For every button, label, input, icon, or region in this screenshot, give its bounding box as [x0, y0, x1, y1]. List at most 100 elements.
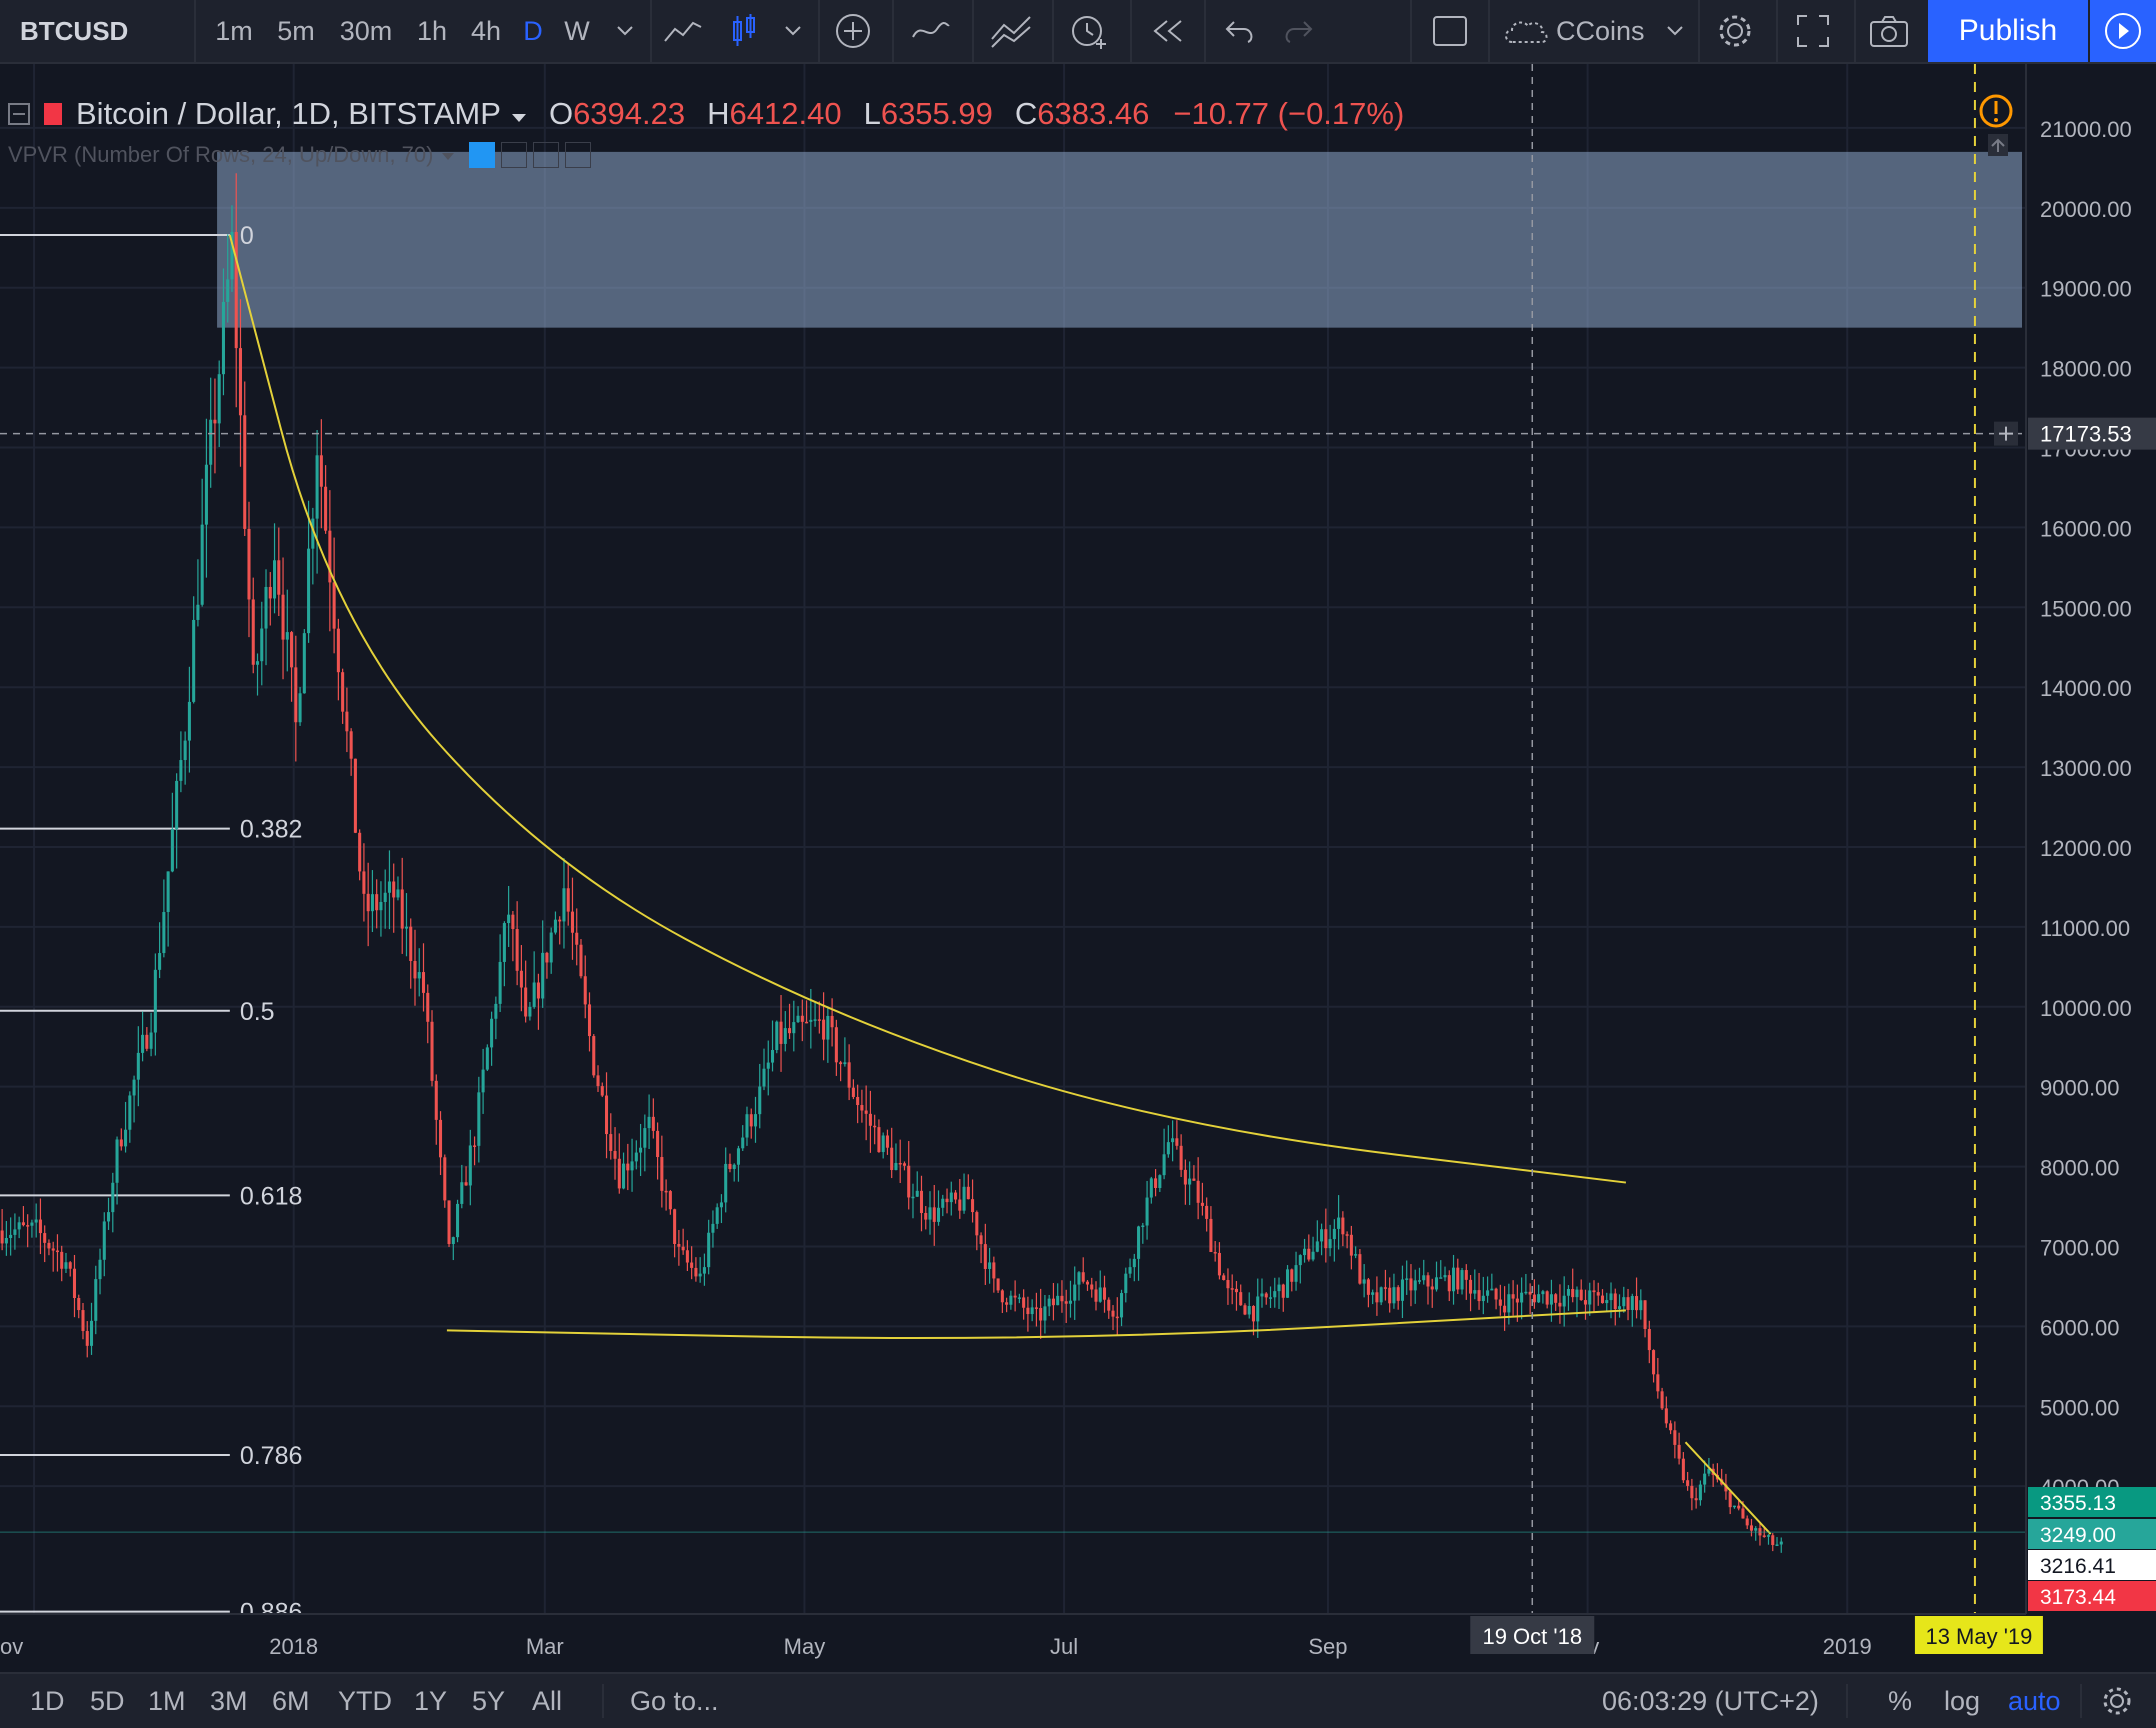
range-ytd-button[interactable]: YTD: [338, 1685, 392, 1716]
candle-body: [839, 1062, 843, 1065]
range-6m-button[interactable]: 6M: [272, 1685, 310, 1716]
gear-icon[interactable]: [501, 142, 528, 168]
interval-w-button[interactable]: W: [564, 15, 590, 46]
candles-style-icon[interactable]: [722, 0, 766, 62]
fib-level-label: 0.382: [240, 816, 303, 844]
candle-body: [1490, 1288, 1494, 1291]
chevron-down-icon[interactable]: [780, 0, 806, 62]
candle-body: [639, 1147, 643, 1153]
candle-body: [498, 961, 502, 1004]
candle-body: [366, 893, 370, 912]
candle-body: [404, 926, 409, 929]
range-3m-button[interactable]: 3M: [210, 1685, 248, 1716]
candle-body: [1732, 1505, 1736, 1508]
camera-icon[interactable]: [1864, 0, 1914, 62]
candle-body: [1507, 1294, 1511, 1313]
price-tick-label: 10000.00: [2040, 996, 2132, 1021]
candle-body: [1677, 1444, 1681, 1459]
candle-body: [456, 1203, 460, 1238]
plus-icon[interactable]: [533, 142, 560, 168]
price-tick-label: 16000.00: [2040, 516, 2132, 541]
candle-body: [226, 279, 230, 302]
chevron-down-icon[interactable]: [441, 142, 455, 168]
range-5y-button[interactable]: 5Y: [472, 1685, 506, 1716]
interval-5m-button[interactable]: 5m: [277, 15, 315, 46]
candle-body: [1371, 1292, 1375, 1295]
candle-body: [1162, 1154, 1166, 1176]
indicators-icon[interactable]: [906, 0, 956, 62]
candle-body: [124, 1129, 128, 1147]
candle-body: [805, 1021, 809, 1024]
alert-clock-icon[interactable]: [1064, 0, 1114, 62]
percent-scale-button[interactable]: %: [1888, 1685, 1913, 1716]
price-tick-label: 8000.00: [2040, 1156, 2120, 1181]
candle-body: [1669, 1423, 1673, 1431]
price-badge-label: 3216.41: [2040, 1555, 2116, 1578]
range-1y-button[interactable]: 1Y: [414, 1685, 448, 1716]
candle-body: [1652, 1350, 1656, 1375]
candle-body: [1609, 1293, 1613, 1301]
fullscreen-icon[interactable]: [1788, 0, 1838, 62]
interval-30m-button[interactable]: 30m: [339, 15, 393, 46]
candle-body: [166, 871, 170, 913]
candle-body: [1115, 1316, 1119, 1319]
price-tick-label: 7000.00: [2040, 1235, 2120, 1260]
gear-icon[interactable]: [1710, 0, 1760, 62]
line-chart-icon[interactable]: [658, 0, 708, 62]
play-icon[interactable]: [2090, 0, 2156, 62]
scroll-up-icon: [1988, 134, 2008, 156]
layout-square-icon[interactable]: [1428, 0, 1472, 62]
candle-body: [1179, 1145, 1183, 1170]
interval-1m-button[interactable]: 1m: [215, 15, 253, 46]
interval-d-button[interactable]: D: [523, 15, 543, 46]
candle-body: [1400, 1279, 1404, 1301]
auto-scale-button[interactable]: auto: [2008, 1685, 2061, 1716]
candle-body: [1366, 1279, 1370, 1295]
range-1m-button[interactable]: 1M: [148, 1685, 186, 1716]
chevron-down-icon[interactable]: [511, 96, 527, 132]
chevron-down-icon[interactable]: [1662, 0, 1688, 62]
range-all-button[interactable]: All: [532, 1685, 563, 1716]
candle-body: [809, 1019, 813, 1022]
candle-body: [13, 1229, 17, 1235]
candle-body: [553, 919, 557, 933]
collapse-icon[interactable]: [8, 103, 30, 125]
candle-body: [613, 1150, 617, 1159]
candle-body: [162, 912, 166, 954]
chevron-down-icon[interactable]: [612, 0, 638, 62]
candle-body: [0, 1230, 4, 1244]
clock-label[interactable]: 06:03:29 (UTC+2): [1602, 1685, 1819, 1716]
candle-body: [1026, 1307, 1030, 1315]
candle-body: [1558, 1302, 1562, 1307]
candle-body: [136, 1052, 140, 1080]
undo-icon[interactable]: [1218, 0, 1262, 62]
candle-body: [1749, 1525, 1753, 1531]
candle-body: [1281, 1284, 1285, 1298]
close-icon[interactable]: [565, 142, 592, 168]
template-name[interactable]: CCoins: [1556, 15, 1645, 46]
range-5d-button[interactable]: 5D: [90, 1685, 125, 1716]
range-1d-button[interactable]: 1D: [30, 1685, 65, 1716]
go-to-date-button[interactable]: Go to...: [630, 1685, 719, 1716]
interval-1h-button[interactable]: 1h: [416, 15, 448, 46]
candle-body: [464, 1182, 468, 1186]
gear-icon[interactable]: [2100, 1674, 2134, 1728]
symbol-search-button[interactable]: BTCUSD: [0, 0, 196, 62]
vpvr-indicator-legend[interactable]: VPVR (Number Of Rows, 24, Up/Down, 70): [8, 142, 592, 168]
log-scale-button[interactable]: log: [1944, 1685, 1981, 1716]
candle-body: [634, 1152, 638, 1162]
candle-body: [919, 1190, 924, 1213]
interval-4h-button[interactable]: 4h: [470, 15, 502, 46]
candle-body: [1132, 1258, 1136, 1268]
financials-icon[interactable]: [984, 0, 1038, 62]
add-indicator-icon[interactable]: [830, 0, 876, 62]
candle-body: [43, 1233, 47, 1243]
legend-title[interactable]: Bitcoin / Dollar, 1D, BITSTAMP: [76, 96, 501, 131]
candle-body: [417, 972, 421, 979]
eye-icon[interactable]: [469, 142, 496, 168]
publish-button[interactable]: Publish: [1928, 0, 2088, 62]
replay-icon[interactable]: [1146, 0, 1190, 62]
candle-body: [864, 1110, 868, 1114]
candle-body: [1073, 1284, 1077, 1301]
